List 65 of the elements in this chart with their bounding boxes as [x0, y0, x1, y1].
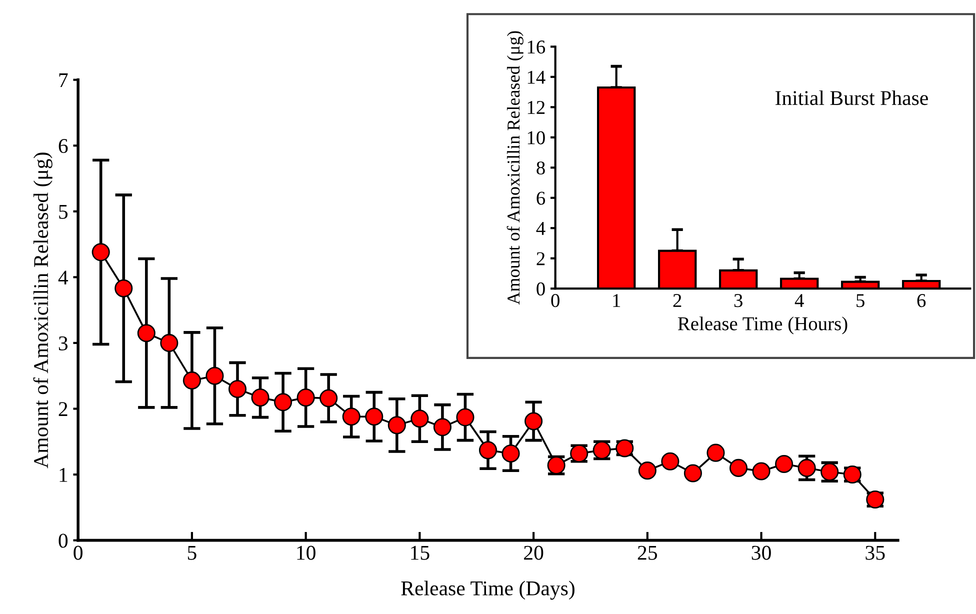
- point: [410, 410, 429, 428]
- x-tick-label: 1: [613, 294, 620, 307]
- y-tick-label: 2: [58, 402, 68, 416]
- y-tick-label: 5: [59, 204, 68, 219]
- point: [798, 458, 816, 477]
- y-tick-label: 12: [528, 101, 545, 114]
- point: [729, 458, 748, 477]
- y-tick-label: 0: [536, 282, 545, 296]
- x-tick-label: 2: [673, 294, 682, 307]
- point: [684, 464, 702, 482]
- point: [274, 393, 292, 412]
- y-axis-title: Amount of Amoxicillin Released (μg): [506, 31, 524, 305]
- annotation: Initial Burst Phase: [775, 90, 928, 106]
- y-tick-label: 10: [528, 131, 545, 144]
- x-tick-label: 20: [524, 546, 544, 560]
- y-tick-label: 1: [60, 468, 68, 482]
- point: [160, 334, 178, 352]
- y-tick-label: 6: [536, 192, 546, 205]
- point: [502, 444, 520, 463]
- point: [114, 279, 133, 298]
- x-tick-label: 0: [551, 294, 560, 308]
- point: [388, 416, 406, 434]
- y-tick-label: 14: [528, 70, 546, 84]
- point: [206, 366, 224, 385]
- point: [251, 388, 270, 407]
- point: [182, 371, 201, 390]
- point: [661, 452, 680, 470]
- x-tick-label: 4: [794, 294, 804, 307]
- y-tick-label: 6: [58, 139, 68, 154]
- point: [456, 408, 474, 426]
- point: [92, 243, 110, 262]
- point: [228, 380, 247, 398]
- point: [706, 444, 725, 462]
- y-tick-label: 0: [58, 534, 68, 548]
- x-tick-label: 25: [638, 546, 658, 560]
- x-tick-label: 5: [188, 546, 196, 560]
- x-tick-label: 5: [856, 294, 864, 308]
- x-tick-label: 10: [297, 546, 316, 560]
- point: [478, 441, 498, 460]
- x-tick-label: 6: [917, 294, 926, 308]
- y-axis-title: Amount of Amoxicillin Released (μg): [33, 152, 52, 468]
- y-tick-label: 3: [58, 336, 68, 350]
- y-tick-label: 7: [59, 73, 68, 88]
- point: [752, 462, 770, 480]
- point: [638, 462, 656, 480]
- x-tick-label: 3: [734, 294, 742, 308]
- y-tick-label: 16: [528, 40, 546, 54]
- point: [433, 418, 452, 436]
- y-tick-label: 2: [536, 252, 545, 266]
- point: [296, 388, 315, 407]
- x-tick-label: 30: [752, 546, 771, 560]
- point: [320, 389, 338, 408]
- y-tick-label: 4: [58, 270, 68, 284]
- point: [524, 412, 543, 430]
- x-tick-label: 15: [411, 546, 430, 560]
- x-tick-label: 0: [74, 546, 82, 560]
- point: [342, 408, 360, 426]
- y-tick-label: 4: [536, 222, 546, 235]
- x-axis-title: Release Time (Days): [401, 580, 574, 600]
- x-tick-label: 35: [866, 546, 885, 560]
- point: [137, 324, 156, 342]
- x-axis-title: Release Time (Hours): [678, 316, 848, 334]
- point: [775, 454, 794, 474]
- y-tick-label: 8: [536, 161, 545, 175]
- point: [365, 408, 384, 426]
